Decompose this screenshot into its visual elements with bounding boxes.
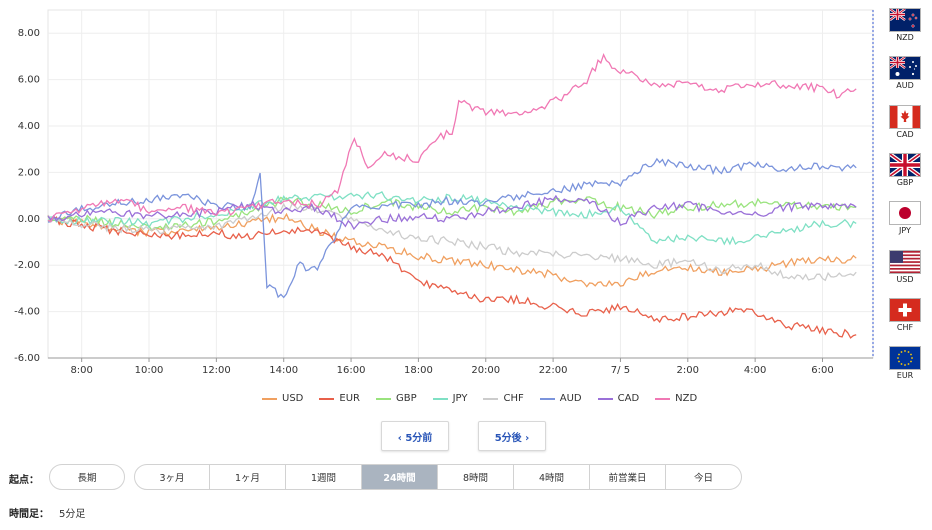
nz-flag-icon (889, 8, 921, 32)
legend-label: JPY (452, 393, 468, 404)
legend-item-usd[interactable]: USD (262, 393, 303, 404)
axes: 8.00 6.00 4.00 2.00 0.00 -2.00 -4.00 -6.00 8:00 1… (14, 28, 873, 376)
x-tick-label: 2:00 (677, 365, 699, 376)
legend-item-gbp[interactable]: GBP (375, 393, 417, 404)
y-tick-label: -4.00 (14, 307, 40, 318)
flag-label: JPY (899, 226, 911, 236)
flag-label: USD (896, 274, 914, 284)
x-tick-label: 8:00 (70, 365, 92, 376)
flag-item-nzd[interactable]: NZD (885, 8, 925, 42)
series-lines (47, 52, 857, 339)
flag-item-jpy[interactable]: JPY (885, 201, 925, 235)
legend-label: GBP (395, 393, 417, 404)
flag-label: AUD (896, 81, 914, 91)
x-tick-label: 16:00 (337, 365, 366, 376)
range-selector: 長期 3ヶ月 1ヶ月 1週間 24時間 8時間 4時間 前営業日 今日 (49, 464, 742, 492)
ch-flag-icon (889, 297, 921, 322)
series-line-jpy (47, 191, 857, 246)
legend-swatch (432, 397, 448, 400)
gb-flag-icon (889, 152, 921, 177)
range-label: 起点： (9, 475, 39, 486)
legend-item-aud[interactable]: AUD (539, 393, 582, 404)
series-line-nzd (47, 52, 857, 223)
legend-swatch (597, 397, 613, 400)
range-option-7[interactable]: 前営業日 (590, 464, 666, 490)
flag-item-cad[interactable]: CAD (885, 104, 925, 139)
jp-flag-icon (889, 201, 921, 226)
range-option-0[interactable]: 長期 (49, 464, 125, 490)
x-tick-label: 14:00 (269, 365, 298, 376)
legend-swatch (375, 397, 391, 400)
series-line-usd (47, 212, 857, 288)
range-option-1[interactable]: 3ヶ月 (134, 464, 210, 490)
prev-5min-button[interactable]: ‹ 5分前 (381, 421, 449, 451)
us-flag-icon (889, 249, 921, 274)
flag-item-gbp[interactable]: GBP (885, 152, 925, 187)
x-tick-label: 20:00 (471, 365, 500, 376)
x-tick-label: 22:00 (539, 365, 568, 376)
chart-area: 8.00 6.00 4.00 2.00 0.00 -2.00 -4.00 -6.00 8:00 1… (14, 9, 874, 376)
ca-flag-icon (889, 104, 921, 129)
flag-item-eur[interactable]: EUR (885, 346, 925, 380)
y-tick-label: 8.00 (18, 28, 40, 39)
series-line-chf (47, 202, 857, 282)
x-tick-label: 10:00 (135, 365, 164, 376)
legend-swatch (539, 397, 555, 400)
legend-swatch (262, 397, 277, 400)
legend-item-chf[interactable]: CHF (483, 393, 524, 404)
y-tick-label: 6.00 (18, 75, 40, 86)
range-option-3[interactable]: 1週間 (286, 464, 362, 490)
x-tick-label: 4:00 (744, 365, 766, 376)
legend-swatch (319, 397, 335, 400)
x-tick-label: 6:00 (811, 365, 833, 376)
series-line-aud (47, 157, 857, 299)
grid-lines (47, 9, 874, 359)
series-line-eur (47, 214, 857, 339)
timeframe-value: 5分足 (59, 509, 86, 520)
legend-label: CHF (503, 393, 524, 404)
flag-label: EUR (896, 371, 914, 381)
range-option-8[interactable]: 今日 (666, 464, 742, 490)
legend-item-nzd[interactable]: NZD (655, 393, 697, 404)
y-tick-label: -6.00 (14, 353, 40, 364)
x-tick-label: 18:00 (404, 365, 433, 376)
next-5min-button[interactable]: 5分後 › (478, 421, 546, 451)
legend-swatch (483, 397, 499, 400)
range-option-2[interactable]: 1ヶ月 (210, 464, 286, 490)
series-line-cad (47, 194, 857, 231)
x-tick-label: 7/ 5 (611, 365, 630, 376)
legend-label: EUR (339, 393, 360, 404)
eu-flag-icon (889, 346, 921, 371)
flag-item-usd[interactable]: USD (885, 249, 925, 284)
series-line-gbp (47, 196, 857, 232)
y-tick-label: 4.00 (18, 121, 40, 132)
legend-item-eur[interactable]: EUR (319, 393, 360, 404)
y-tick-label: 2.00 (18, 167, 40, 178)
range-option-6[interactable]: 4時間 (514, 464, 590, 490)
y-tick-label: 0.00 (18, 214, 40, 225)
flag-label: NZD (896, 33, 914, 42)
legend-label: CAD (617, 393, 640, 404)
legend-swatch (655, 397, 671, 400)
legend-label: AUD (559, 393, 582, 404)
legend-label: NZD (675, 393, 698, 404)
plot-frame (47, 9, 874, 359)
flag-item-aud[interactable]: AUD (885, 56, 925, 90)
flag-label: GBP (896, 177, 914, 187)
flag-label: CHF (896, 322, 914, 332)
legend-label: USD (282, 393, 304, 404)
y-tick-label: -2.00 (14, 260, 40, 271)
legend: USD EUR GBP JPY CHF AUD CAD NZD (262, 393, 713, 404)
range-option-5[interactable]: 8時間 (438, 464, 514, 490)
flag-label: CAD (896, 129, 914, 139)
flag-item-chf[interactable]: CHF (885, 297, 925, 332)
legend-item-jpy[interactable]: JPY (432, 393, 468, 404)
timeframe-label: 時間足： (9, 509, 49, 520)
legend-item-cad[interactable]: CAD (597, 393, 640, 404)
range-option-4[interactable]: 24時間 (362, 464, 438, 490)
x-tick-label: 12:00 (202, 365, 231, 376)
au-flag-icon (889, 56, 921, 81)
